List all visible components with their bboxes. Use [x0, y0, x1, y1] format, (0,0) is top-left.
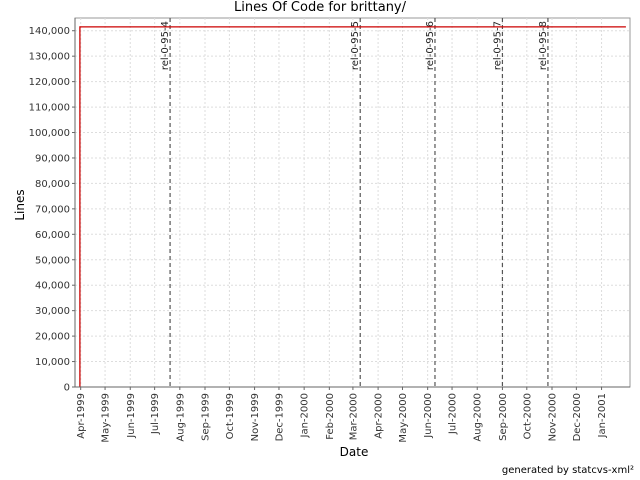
- x-tick-label: Mar-2000: [348, 393, 359, 440]
- y-tick-label: 90,000: [35, 153, 70, 164]
- y-tick-label: 70,000: [35, 204, 70, 215]
- y-tick-label: 50,000: [35, 255, 70, 266]
- loc-series-line: [79, 26, 626, 387]
- release-marker-label: rel-0-95-7: [492, 21, 503, 70]
- release-marker-label: rel-0-95-6: [425, 21, 436, 70]
- x-tick-label: May-1999: [101, 393, 112, 443]
- x-tick-label: Nov-1999: [250, 393, 261, 441]
- x-tick-label: Apr-1999: [76, 393, 87, 439]
- x-tick-label: Dec-2000: [572, 393, 583, 441]
- release-marker-label: rel-0-95-4: [160, 21, 171, 70]
- y-tick-label: 20,000: [35, 332, 70, 343]
- tick-labels: 0 10,000 20,000 30,000 40,000 50,000 60,000 70,…: [29, 26, 608, 442]
- y-tick-label: 100,000: [29, 128, 70, 139]
- x-tick-label: Sep-1999: [201, 393, 212, 441]
- y-tick-label: 30,000: [35, 306, 70, 317]
- x-tick-label: Jan-2001: [597, 393, 608, 438]
- y-tick-label: 60,000: [35, 230, 70, 241]
- x-tick-label: Jun-1999: [126, 393, 137, 439]
- y-tick-label: 130,000: [29, 52, 70, 63]
- x-tick-label: Feb-2000: [325, 393, 336, 440]
- x-tick-label: Oct-2000: [522, 393, 533, 439]
- generator-credit: generated by statcvs-xml²: [501, 465, 634, 476]
- x-tick-label: Oct-1999: [225, 393, 236, 439]
- x-tick-label: Aug-2000: [473, 393, 484, 442]
- chart-title: Lines Of Code for brittany/: [234, 0, 407, 15]
- x-tick-label: May-2000: [398, 393, 409, 443]
- x-tick-label: Jul-1999: [150, 393, 161, 435]
- y-tick-label: 40,000: [35, 281, 70, 292]
- release-marker-label: rel-0-95-8: [538, 21, 549, 70]
- x-tick-label: Aug-1999: [175, 393, 186, 442]
- x-tick-label: Apr-2000: [374, 393, 385, 439]
- release-annotations: rel-0-95-4 rel-0-95-5 rel-0-95-6 rel-0-95-7…: [160, 18, 549, 387]
- x-tick-label: Jun-2000: [423, 393, 434, 439]
- release-marker-label: rel-0-95-5: [350, 21, 361, 70]
- y-tick-label: 0: [64, 383, 70, 394]
- x-tick-label: Nov-2000: [547, 393, 558, 441]
- x-tick-label: Jul-2000: [448, 393, 459, 435]
- y-tick-label: 80,000: [35, 179, 70, 190]
- y-tick-label: 140,000: [29, 26, 70, 37]
- y-axis-label: Lines: [13, 189, 27, 220]
- x-axis-label: Date: [340, 445, 369, 459]
- x-tick-label: Jan-2000: [300, 393, 311, 438]
- x-tick-label: Sep-2000: [498, 393, 509, 441]
- grid-layer: [74, 17, 631, 388]
- y-tick-label: 120,000: [29, 77, 70, 88]
- y-tick-label: 110,000: [29, 103, 70, 114]
- x-tick-label: Dec-1999: [274, 393, 285, 441]
- axes-layer: [72, 18, 630, 390]
- y-tick-label: 10,000: [35, 357, 70, 368]
- series-layer: [79, 26, 626, 387]
